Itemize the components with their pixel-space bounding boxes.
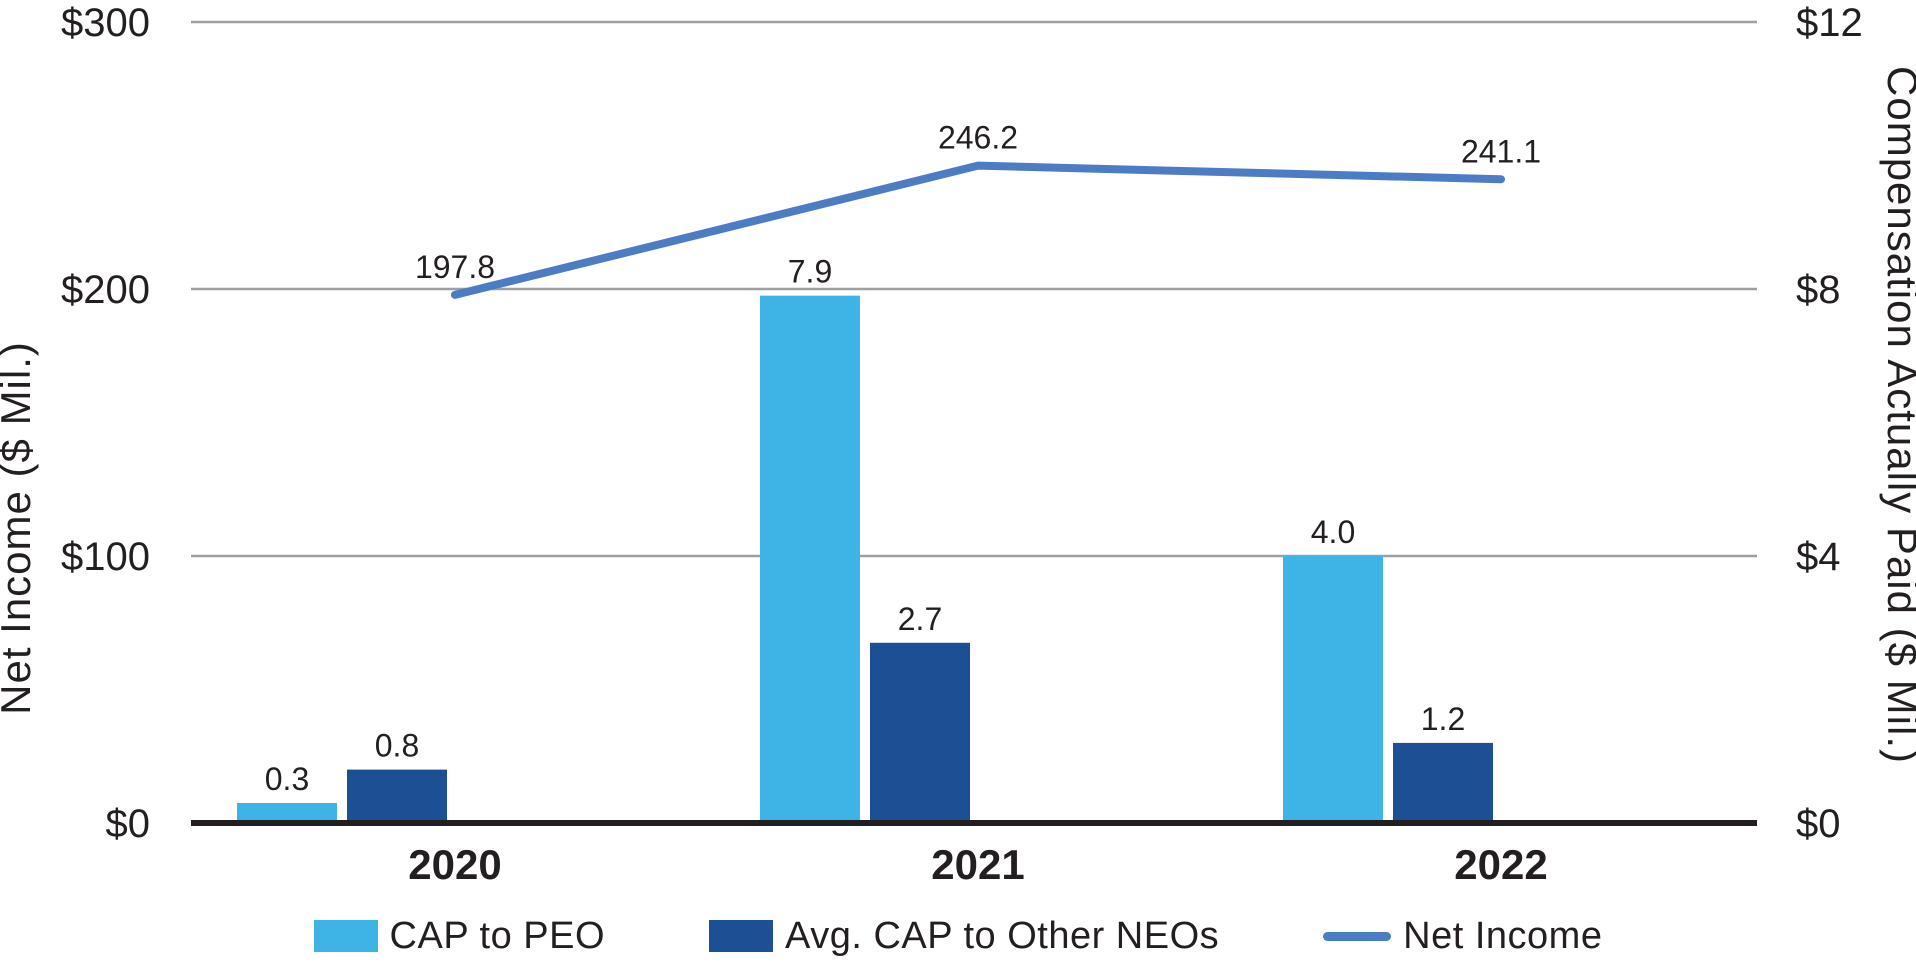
bar-value-label: 1.2 [1421, 701, 1465, 737]
bar-avg-cap-to-other-neos-2021 [870, 642, 970, 823]
bar-value-label: 0.8 [375, 728, 419, 764]
line-value-label: 241.1 [1461, 133, 1541, 169]
chart-legend: CAP to PEO Avg. CAP to Other NEOs Net In… [0, 908, 1916, 964]
bar-cap-to-peo-2022 [1283, 556, 1383, 823]
legend-label-avg-cap-other-neos: Avg. CAP to Other NEOs [785, 914, 1220, 957]
legend-item-net-income: Net Income [1323, 915, 1602, 958]
bar-avg-cap-to-other-neos-2022 [1393, 742, 1493, 823]
y-tick-label-left: $200 [61, 268, 150, 312]
bar-value-label: 0.3 [265, 761, 309, 797]
bar-value-label: 7.9 [788, 254, 832, 290]
bar-avg-cap-to-other-neos-2020 [347, 769, 447, 823]
y-tick-label-left: $300 [61, 1, 150, 45]
x-category-label-2020: 2020 [408, 841, 501, 888]
legend-swatch-avg-cap-other-neos [709, 920, 774, 952]
bar-cap-to-peo-2020 [237, 802, 337, 823]
y-tick-label-right: $0 [1796, 802, 1841, 846]
x-category-label-2022: 2022 [1454, 841, 1547, 888]
legend-label-net-income: Net Income [1403, 914, 1603, 957]
line-series-net-income [451, 161, 1505, 299]
right-axis-title: Compensation Actually Paid ($ Mil.) [1879, 66, 1916, 764]
x-category-label-2021: 2021 [931, 841, 1024, 888]
bar-value-label: 2.7 [898, 601, 942, 637]
bar-value-label: 4.0 [1311, 514, 1355, 550]
legend-swatch-cap-to-peo [313, 920, 378, 952]
y-tick-label-left: $0 [106, 802, 151, 846]
bar-cap-to-peo-2021 [760, 295, 860, 823]
legend-line-swatch-net-income [1323, 931, 1392, 941]
y-tick-label-right: $4 [1796, 535, 1841, 579]
left-axis-title: Net Income ($ Mil.) [0, 341, 39, 715]
y-tick-label-right: $12 [1796, 1, 1863, 45]
y-tick-label-left: $100 [61, 535, 150, 579]
legend-label-cap-to-peo: CAP to PEO [389, 914, 606, 957]
legend-item-avg-cap-other-neos: Avg. CAP to Other NEOs [709, 915, 1219, 958]
y-tick-label-right: $8 [1796, 268, 1841, 312]
line-value-label: 197.8 [415, 249, 495, 285]
legend-item-cap-to-peo: CAP to PEO [313, 914, 606, 958]
line-value-label: 246.2 [938, 120, 1018, 156]
